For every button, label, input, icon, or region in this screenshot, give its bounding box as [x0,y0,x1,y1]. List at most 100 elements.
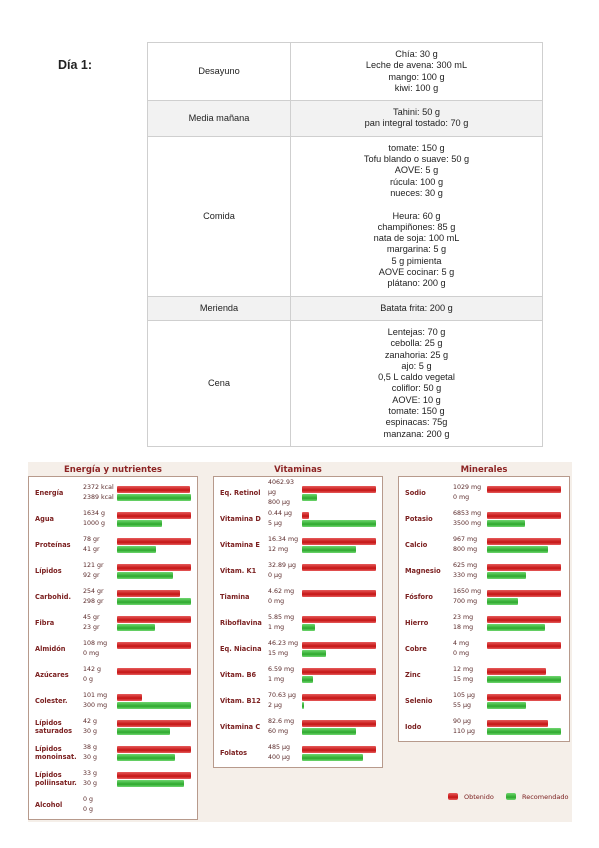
food-item: AOVE: 10 g [392,394,441,405]
bar-pair [487,589,561,606]
nutrient-values: 121 gr 92 gr [83,561,117,581]
obtained-bar [487,667,547,675]
recommended-bar [487,623,545,631]
nutrient-name: Tiamina [220,593,250,601]
obtained-bar [117,563,191,571]
food-item: Lentejas: 70 g [387,326,446,337]
day-label: Día 1: [58,58,93,72]
bar-pair [302,693,376,710]
meal-foods: Batata frita: 200 g [290,295,543,321]
nutrient-name: Almidón [35,645,66,653]
meal-name: Media mañana [147,100,291,137]
recommended-bar [487,545,549,553]
recommended-value: 800 µg [268,499,291,506]
food-item: champiñones: 85 g [377,221,456,232]
obtained-value: 0 g [83,796,94,803]
obtained-bar [302,693,376,701]
nutrient-row: Folatos 485 µg 400 µg [214,740,382,766]
bar-pair [302,563,376,580]
nutrient-name: Vitamina E [220,541,260,549]
food-item: coliflor: 50 g [391,383,442,394]
bar-pair [487,693,561,710]
meal-foods: Chía: 30 g Leche de avena: 300 mL mango: 1… [290,41,543,102]
nutrient-values: 33 g 30 g [83,769,117,789]
bar-pair [117,511,191,528]
recommended-value: 12 mg [268,546,289,553]
recommended-bar [117,571,174,579]
food-item: manzana: 200 g [383,428,450,439]
nutrient-values: 101 mg 300 mg [83,691,117,711]
bar-pair [302,537,376,554]
nutrient-row: Zinc 12 mg 15 mg [399,662,569,688]
food-item: 0,5 L caldo vegetal [378,372,455,383]
recommended-value: 15 mg [268,650,289,657]
food-item: cebolla: 25 g [390,338,443,349]
bar-pair [302,719,376,736]
meal-row: Desayuno Chía: 30 g Leche de avena: 300 mL… [147,41,543,102]
nutrient-row: Hierro 23 mg 18 mg [399,610,569,636]
nutrient-row: Colester. 101 mg 300 mg [29,688,197,714]
bar-pair [487,667,561,684]
recommended-value: 110 µg [453,728,476,735]
nutrient-name: Vitam. B6 [220,671,257,679]
meal-foods: tomate: 150 g Tofu blando o suave: 50 g AO… [290,135,543,297]
nutrient-name: Vitamina D [220,515,261,523]
nutrient-name: Eq. Niacina [220,645,262,653]
bar-pair [117,719,191,736]
nutrient-values: 90 µg 110 µg [453,717,487,737]
bar-pair [117,667,191,684]
obtained-value: 16.34 mg [268,536,299,543]
meal-name: Comida [147,135,291,297]
nutrient-row: Vitam. B12 70.63 µg 2 µg [214,688,382,714]
nutrient-values: 38 g 30 g [83,743,117,763]
recommended-value: 0 mg [268,598,285,605]
nutrient-name: Colester. [35,697,68,705]
nutrient-name: Carbohid. [35,593,71,601]
obtained-bar [117,537,191,545]
recommended-bar [302,649,326,657]
nutrient-name: Potasio [405,515,433,523]
nutrient-name: Vitam. B12 [220,697,261,705]
bar-pair [487,719,561,736]
nutrient-values: 12 mg 15 mg [453,665,487,685]
bar-pair [117,615,191,632]
obtained-value: 4 mg [453,640,470,647]
nutrient-values: 16.34 mg 12 mg [268,535,302,555]
nutrient-name: Riboflavina [220,619,262,627]
legend-label: Obtenido [464,792,494,801]
bar-pair [117,485,191,502]
panel-title: Energía y nutrientes [64,465,162,475]
obtained-value: 12 mg [453,666,474,673]
nutrient-row: Eq. Retinol 4062.93 µg 800 µg [214,479,382,506]
bar-pair [117,563,191,580]
recommended-bar [117,623,155,631]
recommended-value: 2 µg [268,702,283,709]
nutrient-name: Cobre [405,645,427,653]
food-item: rúcula: 100 g [389,176,444,187]
recommended-bar [302,675,314,683]
obtained-value: 33 g [83,770,98,777]
obtained-bar [302,485,376,493]
obtained-bar [487,615,561,623]
nutrient-name: Proteínas [35,541,71,549]
recommended-value: 298 gr [83,598,104,605]
food-group: tomate: 150 g Tofu blando o suave: 50 g AO… [295,143,538,199]
food-item: Batata frita: 200 g [380,302,453,313]
obtained-value: 625 mg [453,562,478,569]
nutrient-name: Energía [35,489,64,497]
bar-pair [302,745,376,762]
recommended-bar [302,545,357,553]
recommended-value: 30 g [83,780,98,787]
nutrient-box: Energía 2372 kcal 2389 kcal Agua 1634 g 1000 … [28,476,198,820]
obtained-bar [487,641,561,649]
nutrient-name: Eq. Retinol [220,489,261,497]
bar-pair [117,771,191,788]
nutrient-values: 625 mg 330 mg [453,561,487,581]
recommended-value: 800 mg [453,546,478,553]
obtained-value: 967 mg [453,536,478,543]
food-item: plátano: 200 g [387,278,446,289]
obtained-value: 0.44 µg [268,510,293,517]
bar-pair [302,641,376,658]
obtained-bar [302,589,376,597]
recommended-bar [302,701,305,709]
